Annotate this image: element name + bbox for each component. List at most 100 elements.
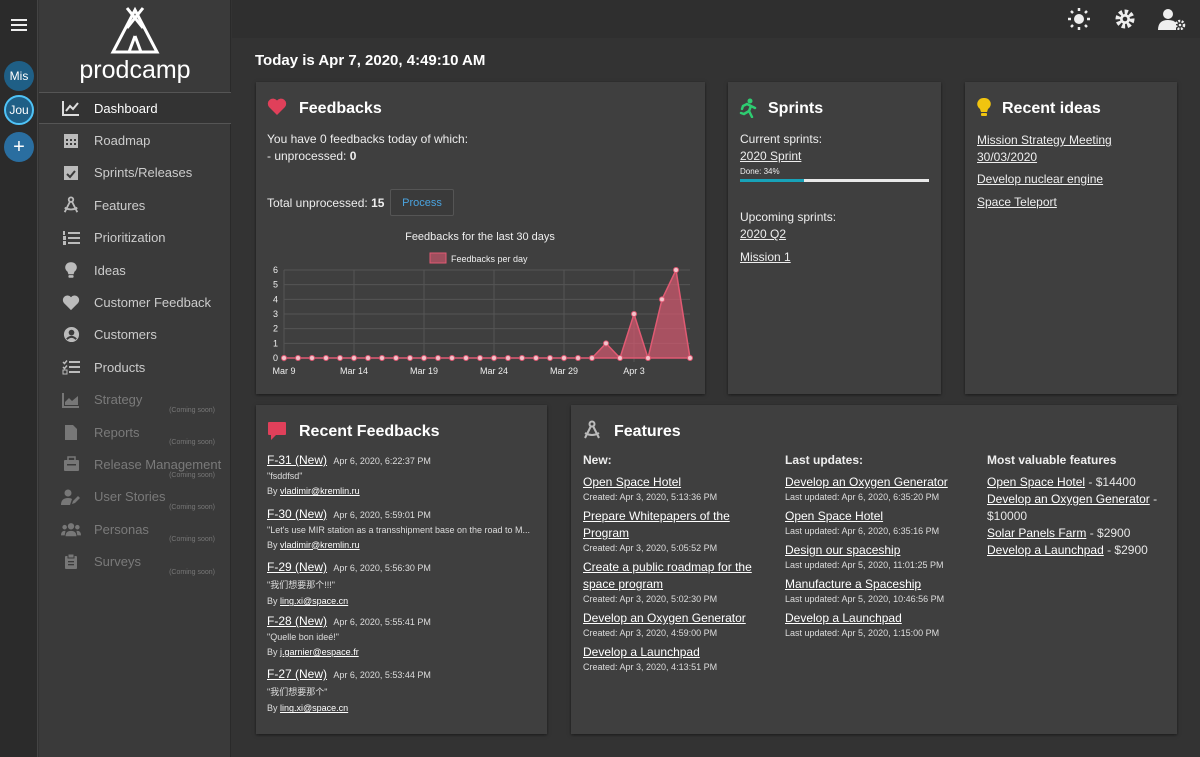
data-point[interactable] <box>379 355 385 361</box>
sidebar-item-customer-feedback[interactable]: Customer Feedback <box>39 286 231 318</box>
feature-link[interactable]: Develop an Oxygen Generator <box>785 475 948 489</box>
feedback-item: F-29 (New) Apr 6, 2020, 5:56:30 PM "我们想要那… <box>267 560 537 606</box>
data-point[interactable] <box>561 355 567 361</box>
data-point[interactable] <box>281 355 287 361</box>
data-point[interactable] <box>477 355 483 361</box>
feature-link[interactable]: Develop a Launchpad <box>987 543 1104 557</box>
sprint-link-2020-q2[interactable]: 2020 Q2 <box>740 227 787 241</box>
feedback-author-link[interactable]: vladimir@kremlin.ru <box>280 539 360 550</box>
data-point[interactable] <box>673 267 679 273</box>
idea-link-mission-strategy[interactable]: Mission Strategy Meeting 30/03/2020 <box>977 133 1112 164</box>
x-tick-label: Mar 19 <box>410 366 438 376</box>
sidebar-item-customers[interactable]: Customers <box>39 319 231 351</box>
tasks-icon <box>61 358 81 376</box>
feedbacks-title: Feedbacks <box>299 100 382 117</box>
idea-link-space-teleport[interactable]: Space Teleport <box>977 195 1057 209</box>
data-point[interactable] <box>393 355 399 361</box>
data-point[interactable] <box>603 340 609 347</box>
workspace-jou[interactable]: Jou <box>4 95 34 125</box>
sidebar-item-personas[interactable]: Personas (Coming soon) <box>39 513 231 545</box>
data-point[interactable] <box>309 355 315 361</box>
sidebar-item-release-management[interactable]: Release Management (Coming soon) <box>39 448 231 480</box>
coming-soon-label: (Coming soon) <box>169 504 215 512</box>
feature-link[interactable]: Develop an Oxygen Generator <box>583 611 746 625</box>
data-point[interactable] <box>631 311 637 317</box>
data-point[interactable] <box>351 355 357 361</box>
data-point[interactable] <box>533 355 539 361</box>
sidebar-item-strategy[interactable]: Strategy (Coming soon) <box>39 384 231 416</box>
feedback-id-link[interactable]: F-31 (New) <box>267 453 328 467</box>
feature-link[interactable]: Open Space Hotel <box>785 509 884 523</box>
data-point[interactable] <box>547 355 553 361</box>
sidebar-item-label: Products <box>94 359 146 375</box>
feature-link[interactable]: Solar Panels Farm <box>987 526 1087 540</box>
data-point[interactable] <box>421 355 427 361</box>
data-point[interactable] <box>365 355 371 361</box>
sidebar-item-products[interactable]: Products <box>39 351 231 383</box>
data-point[interactable] <box>337 355 343 361</box>
brand-name[interactable]: prodcamp <box>79 56 191 84</box>
feature-link[interactable]: Develop a Launchpad <box>583 645 700 659</box>
data-point[interactable] <box>491 355 497 361</box>
feedback-author-link[interactable]: j.garnier@espace.fr <box>280 646 359 657</box>
sidebar-item-prioritization[interactable]: Prioritization <box>39 222 231 254</box>
gear-icon[interactable] <box>1113 8 1137 30</box>
data-point[interactable] <box>505 355 511 361</box>
data-point[interactable] <box>407 355 413 361</box>
user-settings-icon[interactable] <box>1158 8 1186 31</box>
sidebar-item-reports[interactable]: Reports (Coming soon) <box>39 416 231 448</box>
feature-meta: Created: Apr 3, 2020, 4:13:51 PM <box>583 662 718 672</box>
feature-link[interactable]: Create a public roadmap for the space pr… <box>583 560 752 591</box>
legend-label[interactable]: Feedbacks per day <box>451 254 528 264</box>
sidebar-item-sprints-releases[interactable]: Sprints/Releases <box>39 157 231 189</box>
idea-link-nuclear-engine[interactable]: Develop nuclear engine <box>977 172 1104 186</box>
drafting-compass-icon <box>582 420 602 443</box>
sidebar-item-label: Dashboard <box>94 100 158 116</box>
data-point[interactable] <box>323 355 329 361</box>
data-point[interactable] <box>645 355 651 361</box>
sidebar-item-user-stories[interactable]: User Stories (Coming soon) <box>39 481 231 513</box>
workspace-mis[interactable]: Mis <box>4 61 34 91</box>
feature-link[interactable]: Prepare Whitepapers of the Program <box>583 509 730 540</box>
feedback-author-link[interactable]: ling.xi@space.cn <box>280 596 349 607</box>
data-point[interactable] <box>295 355 301 361</box>
feedback-id-link[interactable]: F-29 (New) <box>267 560 328 575</box>
heart-icon <box>61 294 81 312</box>
data-point[interactable] <box>463 355 469 361</box>
menu-icon[interactable] <box>11 19 27 33</box>
sidebar-item-ideas[interactable]: Ideas <box>39 254 231 286</box>
feedback-author-link[interactable]: ling.xi@space.cn <box>280 703 349 714</box>
user-circle-icon <box>61 326 81 344</box>
data-point[interactable] <box>575 355 581 361</box>
feedback-id-link[interactable]: F-30 (New) <box>267 506 328 521</box>
y-tick-label: 6 <box>273 265 278 275</box>
data-point[interactable] <box>589 355 595 361</box>
feature-link[interactable]: Open Space Hotel <box>583 475 682 489</box>
feature-link[interactable]: Develop an Oxygen Generator <box>987 492 1150 506</box>
data-point[interactable] <box>617 355 623 361</box>
feature-link[interactable]: Open Space Hotel <box>987 475 1086 489</box>
data-point[interactable] <box>659 296 665 303</box>
sidebar-item-features[interactable]: Features <box>39 189 231 221</box>
data-point[interactable] <box>687 355 693 361</box>
data-point[interactable] <box>449 355 455 361</box>
sprints-card: Sprints Current sprints: 2020 Sprint Don… <box>728 82 941 394</box>
feedback-author-link[interactable]: vladimir@kremlin.ru <box>280 486 360 496</box>
sprint-progress-bar <box>740 179 929 182</box>
sprint-link-mission-1[interactable]: Mission 1 <box>740 250 791 264</box>
sidebar-item-roadmap[interactable]: Roadmap <box>39 124 231 156</box>
theme-sun-icon[interactable] <box>1067 8 1091 30</box>
new-features-label: New: <box>583 453 612 467</box>
feature-link[interactable]: Manufacture a Spaceship <box>785 577 922 591</box>
data-point[interactable] <box>435 355 441 361</box>
add-workspace-button[interactable]: + <box>4 132 34 162</box>
sprint-link-2020-sprint[interactable]: 2020 Sprint <box>740 149 802 163</box>
feedback-id-link[interactable]: F-28 (New) <box>267 613 328 628</box>
feature-link[interactable]: Design our spaceship <box>785 543 901 557</box>
sidebar-item-dashboard[interactable]: Dashboard <box>39 92 231 125</box>
feedback-id-link[interactable]: F-27 (New) <box>267 667 328 682</box>
feature-link[interactable]: Develop a Launchpad <box>785 611 902 625</box>
sidebar-item-surveys[interactable]: Surveys (Coming soon) <box>39 545 231 577</box>
process-button[interactable]: Process <box>390 189 454 216</box>
data-point[interactable] <box>519 355 525 361</box>
